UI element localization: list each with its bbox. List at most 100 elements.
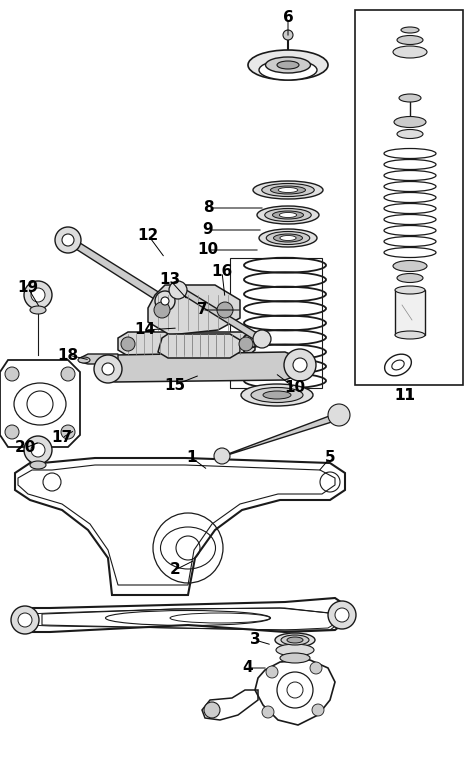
Text: 20: 20 <box>15 441 36 456</box>
Polygon shape <box>100 352 305 382</box>
Bar <box>395 290 425 335</box>
Ellipse shape <box>273 234 302 242</box>
Ellipse shape <box>30 461 46 469</box>
Circle shape <box>328 404 350 426</box>
Text: 11: 11 <box>395 388 416 402</box>
Ellipse shape <box>393 46 427 58</box>
Ellipse shape <box>265 208 311 222</box>
Text: 11: 11 <box>395 388 416 402</box>
Polygon shape <box>118 332 255 356</box>
Ellipse shape <box>266 232 310 244</box>
Text: 13: 13 <box>160 272 181 288</box>
Ellipse shape <box>280 236 296 240</box>
Circle shape <box>31 443 45 457</box>
Circle shape <box>284 349 316 381</box>
Circle shape <box>239 337 253 351</box>
Ellipse shape <box>30 306 46 314</box>
Ellipse shape <box>399 94 421 102</box>
Circle shape <box>310 662 322 674</box>
Text: 7: 7 <box>197 303 207 317</box>
Text: 19: 19 <box>17 281 38 296</box>
Circle shape <box>214 448 230 464</box>
Circle shape <box>312 704 324 716</box>
Circle shape <box>335 608 349 622</box>
Ellipse shape <box>272 211 304 219</box>
Ellipse shape <box>280 653 310 663</box>
Circle shape <box>266 666 278 678</box>
Text: 15: 15 <box>164 378 186 392</box>
Circle shape <box>11 606 39 634</box>
Circle shape <box>253 330 271 348</box>
Text: 10: 10 <box>197 243 219 257</box>
Circle shape <box>61 367 75 381</box>
Ellipse shape <box>275 633 315 647</box>
Polygon shape <box>218 412 340 458</box>
Circle shape <box>18 613 32 627</box>
Ellipse shape <box>248 50 328 80</box>
Ellipse shape <box>251 388 303 402</box>
Ellipse shape <box>279 212 297 218</box>
Text: 14: 14 <box>134 322 155 338</box>
Text: 10: 10 <box>285 381 306 395</box>
Ellipse shape <box>395 286 425 294</box>
Text: 5: 5 <box>325 451 335 466</box>
Circle shape <box>24 436 52 464</box>
Bar <box>355 10 463 385</box>
Ellipse shape <box>241 384 313 406</box>
Circle shape <box>31 288 45 302</box>
Ellipse shape <box>287 637 303 643</box>
Text: 4: 4 <box>243 661 253 675</box>
Ellipse shape <box>278 187 298 193</box>
Text: 18: 18 <box>58 348 79 363</box>
Ellipse shape <box>253 181 323 199</box>
Text: 12: 12 <box>138 228 159 243</box>
Ellipse shape <box>281 635 309 645</box>
Circle shape <box>161 297 169 305</box>
Text: 17: 17 <box>51 431 73 445</box>
Ellipse shape <box>265 57 310 73</box>
Ellipse shape <box>263 391 291 399</box>
Polygon shape <box>175 288 265 342</box>
Bar <box>230 258 322 388</box>
Text: 8: 8 <box>203 200 213 215</box>
Circle shape <box>121 337 135 351</box>
Circle shape <box>55 227 81 253</box>
Circle shape <box>102 363 114 375</box>
Ellipse shape <box>78 357 90 363</box>
Ellipse shape <box>257 206 319 224</box>
Circle shape <box>61 425 75 439</box>
Circle shape <box>293 358 307 372</box>
Ellipse shape <box>271 186 306 194</box>
Circle shape <box>217 302 233 318</box>
Ellipse shape <box>395 331 425 339</box>
Ellipse shape <box>262 183 314 197</box>
Circle shape <box>94 355 122 383</box>
Text: 2: 2 <box>169 562 180 577</box>
Ellipse shape <box>397 274 423 282</box>
Ellipse shape <box>401 27 419 33</box>
Ellipse shape <box>277 61 299 69</box>
Text: 3: 3 <box>250 633 260 647</box>
Text: 16: 16 <box>212 264 233 279</box>
Polygon shape <box>65 238 168 304</box>
Ellipse shape <box>394 116 426 127</box>
Circle shape <box>62 234 74 246</box>
Polygon shape <box>80 354 118 364</box>
Ellipse shape <box>259 60 317 80</box>
Text: 1: 1 <box>187 451 197 466</box>
Circle shape <box>328 601 356 629</box>
Circle shape <box>154 302 170 318</box>
Ellipse shape <box>397 36 423 44</box>
Ellipse shape <box>276 644 314 656</box>
Text: 6: 6 <box>283 10 293 26</box>
Circle shape <box>5 425 19 439</box>
Ellipse shape <box>393 261 427 271</box>
Circle shape <box>262 706 274 718</box>
Polygon shape <box>148 285 240 335</box>
Text: 9: 9 <box>203 222 213 237</box>
Circle shape <box>5 367 19 381</box>
Circle shape <box>169 281 187 299</box>
Circle shape <box>204 702 220 718</box>
Circle shape <box>155 291 175 311</box>
Polygon shape <box>158 334 240 358</box>
